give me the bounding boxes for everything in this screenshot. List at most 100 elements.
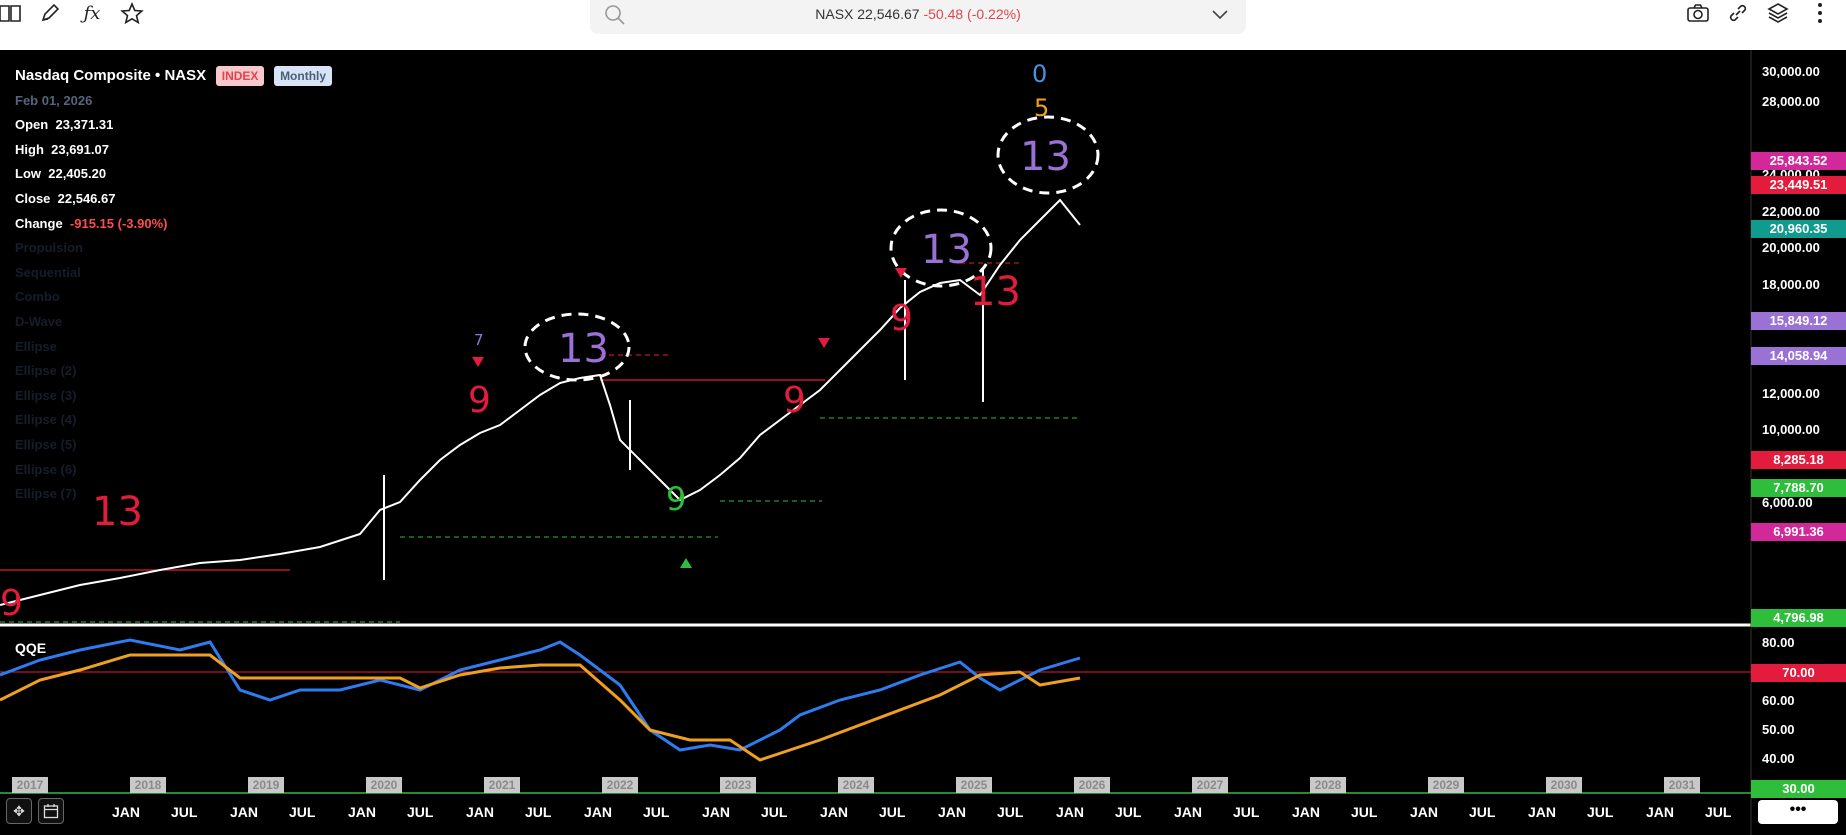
- link-icon[interactable]: [1724, 0, 1752, 26]
- period-badge[interactable]: Monthly: [274, 66, 333, 86]
- indicator-item[interactable]: Propulsion: [15, 240, 83, 256]
- indicator-item[interactable]: Ellipse (4): [15, 412, 77, 428]
- indicator-item[interactable]: Ellipse (2): [15, 363, 77, 379]
- instrument-title: Nasdaq Composite • NASX: [15, 67, 207, 84]
- symbol-search-box[interactable]: NASX 22,546.67 -50.48 (-0.22%): [590, 0, 1246, 34]
- svg-text:9: 9: [0, 583, 23, 624]
- qqe-tag: 70.00: [1751, 664, 1846, 682]
- search-icon: [605, 5, 625, 25]
- price-axis-label: 30,000.00: [1762, 64, 1820, 79]
- function-icon[interactable]: ƒx: [83, 2, 101, 24]
- time-axis-label: JUL: [1705, 804, 1732, 820]
- indicator-item[interactable]: Ellipse: [15, 338, 57, 354]
- svg-text:13: 13: [921, 227, 972, 273]
- indicator-item[interactable]: Ellipse (3): [15, 387, 77, 403]
- svg-text:13: 13: [1020, 134, 1071, 180]
- qqe-tag: 30.00: [1751, 780, 1846, 798]
- book-icon[interactable]: [0, 0, 24, 26]
- move-icon[interactable]: ✥: [6, 798, 32, 824]
- price-tag: 4,796.98: [1751, 609, 1846, 627]
- more-button[interactable]: •••: [1758, 800, 1838, 824]
- year-tag: 2023: [720, 777, 756, 793]
- price-tag: 20,960.35: [1751, 220, 1846, 238]
- qqe-axis-label: 60.00: [1762, 693, 1795, 708]
- open-row: Open 23,371.31: [15, 117, 114, 133]
- price-tag: 6,991.36: [1751, 523, 1846, 541]
- time-axis-label: JUL: [1469, 804, 1496, 820]
- price-axis-label: 10,000.00: [1762, 422, 1820, 437]
- time-axis-label: JAN: [820, 804, 849, 820]
- time-axis-label: JUL: [171, 804, 198, 820]
- more-vertical-icon[interactable]: [1806, 0, 1834, 26]
- pencil-icon[interactable]: [36, 0, 64, 26]
- price-tag: 25,843.52: [1751, 152, 1846, 170]
- close-value: 22,546.67: [57, 190, 116, 206]
- time-axis-label: JAN: [230, 804, 259, 820]
- price-axis-label: 18,000.00: [1762, 277, 1820, 292]
- price-tag: 23,449.51: [1751, 176, 1846, 194]
- price-tag: 15,849.12: [1751, 312, 1846, 330]
- year-tag: 2029: [1428, 777, 1464, 793]
- year-tag: 2021: [484, 777, 520, 793]
- time-axis-label: JAN: [584, 804, 613, 820]
- layers-icon[interactable]: [1764, 0, 1792, 26]
- time-axis-label: JAN: [348, 804, 377, 820]
- time-axis-label: JAN: [1174, 804, 1203, 820]
- indicator-item[interactable]: Sequential: [15, 264, 81, 280]
- indicator-item[interactable]: D-Wave: [15, 313, 63, 329]
- quote-change: -50.48: [923, 6, 964, 22]
- close-row: Close 22,546.67: [15, 190, 116, 206]
- time-axis-label: JAN: [1410, 804, 1439, 820]
- price-axis-label: 22,000.00: [1762, 204, 1820, 219]
- time-axis-label: JUL: [525, 804, 552, 820]
- time-axis-label: JUL: [997, 804, 1024, 820]
- chart-canvas[interactable]: 13 13 13 13 13 9 9 9 9 9 0 5 7 Nasdaq Co…: [0, 50, 1846, 835]
- year-tag: 2018: [130, 777, 166, 793]
- time-axis-label: JAN: [702, 804, 731, 820]
- indicator-item[interactable]: Ellipse (5): [15, 436, 77, 452]
- year-tag: 2031: [1664, 777, 1700, 793]
- quote-readout: NASX 22,546.67 -50.48 (-0.22%): [590, 6, 1246, 22]
- quote-symbol: NASX: [815, 6, 854, 22]
- svg-text:9: 9: [783, 380, 806, 421]
- indicator-list: Propulsion Sequential Combo D-Wave Ellipse El…: [15, 236, 332, 507]
- time-axis-label: JAN: [1646, 804, 1675, 820]
- time-axis-label: JUL: [1115, 804, 1142, 820]
- price-axis-label: 28,000.00: [1762, 94, 1820, 109]
- svg-text:0: 0: [1032, 60, 1047, 88]
- time-axis-label: JUL: [1351, 804, 1378, 820]
- time-axis-label: JUL: [1233, 804, 1260, 820]
- open-value: 23,371.31: [55, 117, 114, 133]
- indicator-item[interactable]: Ellipse (7): [15, 486, 77, 502]
- year-tag: 2022: [602, 777, 638, 793]
- year-tag: 2027: [1192, 777, 1228, 793]
- svg-text:9: 9: [890, 298, 913, 339]
- price-axis-label: 12,000.00: [1762, 386, 1820, 401]
- year-tag: 2020: [366, 777, 402, 793]
- indicator-item[interactable]: Ellipse (6): [15, 461, 77, 477]
- svg-text:5: 5: [1034, 94, 1049, 122]
- indicator-item[interactable]: Combo: [15, 289, 60, 305]
- time-axis-label: JAN: [1056, 804, 1085, 820]
- qqe-fast-line: [0, 638, 1081, 752]
- time-axis-label: JAN: [1292, 804, 1321, 820]
- time-axis-label: JUL: [761, 804, 788, 820]
- time-axis-label: JUL: [1587, 804, 1614, 820]
- chevron-down-icon[interactable]: [1210, 4, 1230, 24]
- calendar-icon[interactable]: [38, 798, 64, 824]
- camera-icon[interactable]: [1684, 0, 1712, 26]
- star-icon[interactable]: [118, 0, 146, 26]
- svg-text:13: 13: [92, 489, 143, 535]
- svg-text:9: 9: [468, 380, 491, 421]
- time-axis-label: JUL: [407, 804, 434, 820]
- price-tag: 8,285.18: [1751, 451, 1846, 469]
- top-toolbar: ƒx NASX 22,546.67 -50.48 (-0.22%): [0, 0, 1846, 50]
- index-badge: INDEX: [215, 66, 265, 86]
- time-axis-label: JUL: [879, 804, 906, 820]
- chart-drawing: 13 13 13 13 13 9 9 9 9 9 0 5 7: [0, 50, 1752, 835]
- qqe-slow-line: [0, 653, 1081, 762]
- year-tag: 2026: [1074, 777, 1110, 793]
- ohlc-legend: Nasdaq Composite • NASX INDEX Monthly Fe…: [15, 64, 333, 507]
- high-value: 23,691.07: [51, 141, 109, 157]
- high-row: High 23,691.07: [15, 141, 109, 157]
